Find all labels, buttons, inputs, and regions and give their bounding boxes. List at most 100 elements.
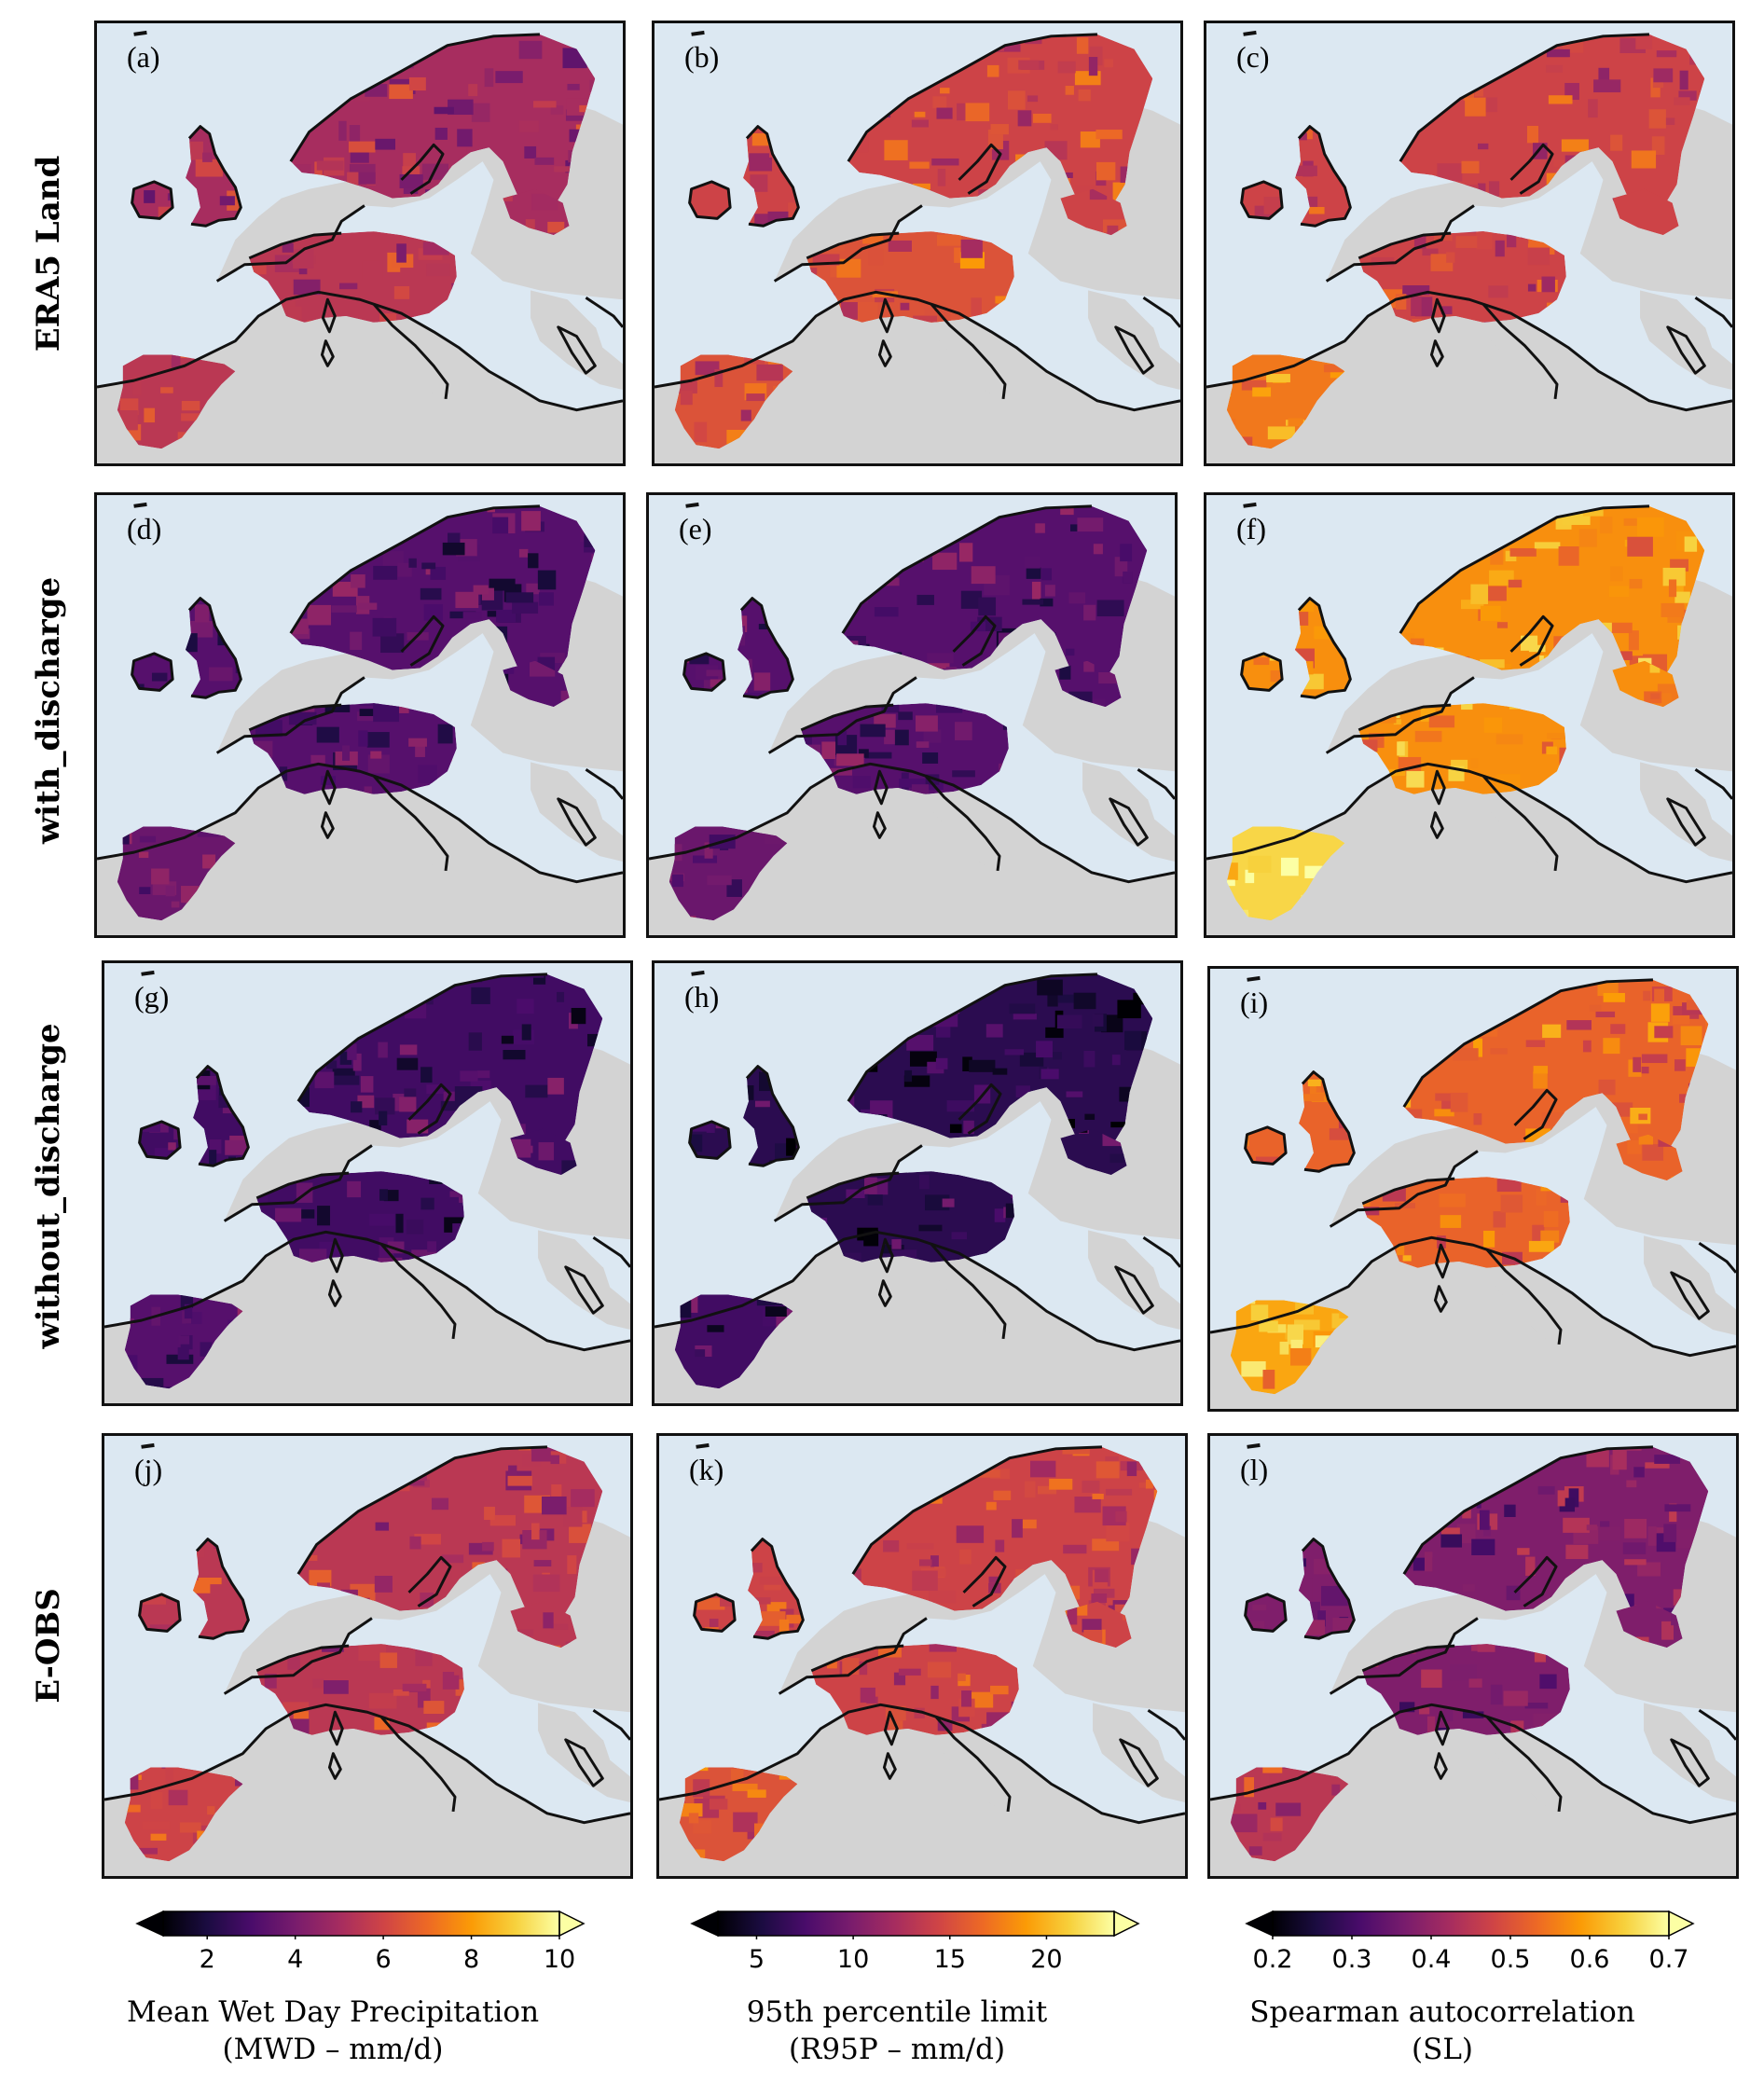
catchment-cell (1089, 188, 1108, 200)
catchment-cell (1022, 599, 1044, 605)
coastline (1694, 768, 1732, 800)
catchment-cell (1478, 183, 1486, 196)
land-mass (1482, 304, 1557, 399)
coastline (1325, 676, 1475, 754)
catchment-cell (754, 1100, 770, 1108)
land-mass (531, 762, 623, 862)
coastline (924, 775, 1001, 872)
catchment-cell (1044, 585, 1055, 597)
catchment-cell (932, 552, 958, 571)
catchment-cell (837, 730, 848, 746)
catchment-cell (338, 120, 347, 141)
catchment-cell (567, 83, 580, 90)
catchment-cell (420, 587, 442, 600)
catchment-cell (1280, 857, 1299, 876)
coastline (1142, 297, 1180, 328)
coastline (407, 1083, 452, 1135)
catchment-cell (1561, 139, 1589, 152)
catchment-cell (320, 776, 337, 785)
catchment-cell (395, 1213, 404, 1234)
catchment-cell (1496, 622, 1509, 628)
coastline-fragment (133, 30, 147, 36)
catchment-cell (407, 1119, 429, 1134)
map-panel-b: (b) (652, 21, 1183, 466)
land-mass (1640, 290, 1732, 391)
catchment-cell (1650, 693, 1661, 699)
catchment-cell (914, 111, 926, 117)
catchment-cell (373, 565, 398, 580)
catchment-cell (524, 145, 537, 159)
catchment-cell (1674, 591, 1690, 603)
catchment-cell (1652, 77, 1664, 89)
coastline (585, 768, 623, 800)
catchment-cell (1488, 285, 1509, 298)
catchment-cell (1649, 664, 1661, 673)
catchment-cell (1619, 651, 1633, 661)
catchment-cell (1066, 1091, 1083, 1097)
map-svg (1210, 969, 1736, 1409)
catchment-cell (830, 261, 838, 278)
inland-sea (593, 1237, 630, 1304)
catchment-cell (806, 268, 818, 275)
catchment-cell (1662, 567, 1686, 586)
catchment-cell (350, 150, 369, 163)
panel-label: (e) (679, 512, 712, 545)
coastline (877, 1279, 892, 1307)
catchment-cell (864, 752, 892, 759)
catchment-cell (1470, 758, 1479, 768)
coastline (773, 204, 923, 283)
catchment-cell (1546, 48, 1570, 58)
catchment-cell (801, 736, 812, 752)
catchment-cell (1047, 989, 1058, 1007)
catchment-cell (707, 1325, 724, 1332)
catchment-cell (160, 387, 173, 393)
catchment-cell (538, 1142, 555, 1161)
coastline (327, 1279, 342, 1307)
catchment-cell (420, 1067, 433, 1083)
catchment-region (139, 1121, 181, 1159)
catchment-cell (936, 703, 963, 713)
catchment-cell (426, 1084, 444, 1095)
catchment-cell (1641, 1054, 1668, 1064)
catchment-cell (455, 591, 479, 609)
coastline (739, 597, 794, 699)
land-mass (1206, 764, 1732, 935)
catchment-cell (1546, 64, 1564, 73)
catchment-cell (503, 1050, 526, 1060)
catchment-region (806, 231, 1014, 323)
land-mass (531, 290, 623, 391)
coastline (557, 797, 597, 847)
catchment-cell (442, 542, 465, 556)
catchment-cell (1414, 730, 1442, 742)
catchment-cell (1440, 306, 1453, 315)
catchment-cell (1470, 584, 1488, 604)
catchment-cell (307, 604, 332, 626)
catchment-cell (1388, 768, 1406, 777)
inland-sea (586, 769, 623, 836)
catchment-cell (1434, 1109, 1454, 1117)
region-fill (1245, 1126, 1287, 1165)
catchment-cell (1603, 1038, 1620, 1055)
coastline (1325, 204, 1475, 283)
coastline (321, 297, 337, 334)
coastline (1206, 290, 1732, 412)
catchment-cell (1302, 661, 1314, 675)
catchment-cell (1582, 1040, 1592, 1053)
catchment-cell (706, 1121, 715, 1133)
catchment-cell (501, 1035, 514, 1044)
catchment-cell (408, 558, 417, 568)
catchment-cell (427, 1241, 437, 1252)
catchment-cell (173, 1123, 181, 1140)
catchment-cell (1311, 1092, 1338, 1102)
land-mass (1210, 1237, 1736, 1409)
catchment-cell (750, 174, 768, 192)
coastline (400, 143, 445, 195)
catchment-cell (1495, 734, 1523, 745)
catchment-cell (1478, 143, 1489, 150)
catchment-cell (275, 1207, 302, 1222)
catchment-cell (503, 666, 515, 674)
catchment-cell (739, 615, 748, 633)
catchment-cell (1483, 717, 1503, 733)
catchment-cell (557, 991, 565, 1002)
catchment-cell (1533, 1066, 1549, 1074)
